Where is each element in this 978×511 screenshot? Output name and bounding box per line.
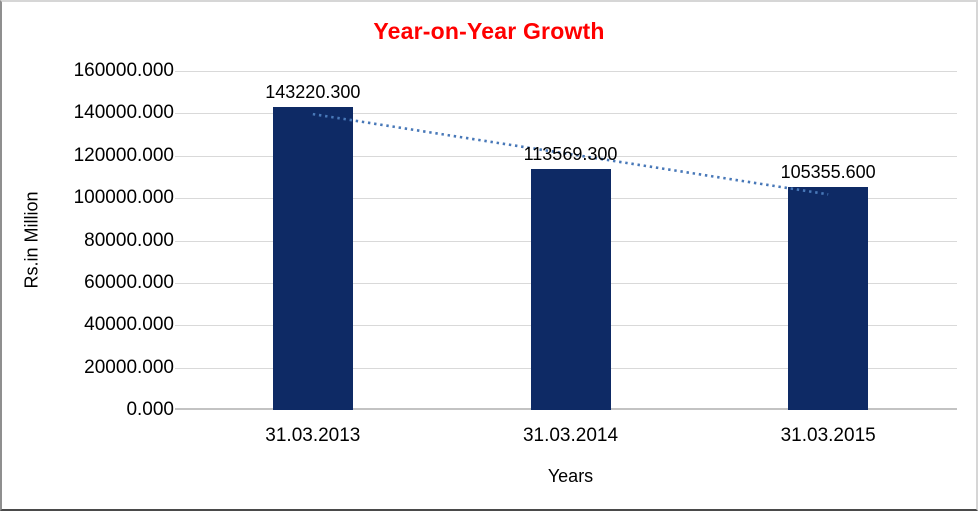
y-tick-label: 80000.000: [84, 229, 174, 251]
gridline: [175, 113, 957, 115]
chart-title: Year-on-Year Growth: [373, 18, 605, 44]
bar-31.03.2013: [272, 106, 353, 410]
y-tick-label: 100000.000: [73, 187, 174, 209]
bar-value-label: 113569.300: [523, 144, 618, 165]
y-tick-label: 160000.000: [73, 60, 174, 81]
y-tick-label: 140000.000: [73, 102, 174, 124]
trendline-layer: [312, 112, 829, 196]
bar-31.03.2015: [788, 186, 869, 410]
x-axis-tick-labels: 31.03.2013 31.03.2014 31.03.2015: [184, 425, 957, 451]
y-axis-tick-labels: 160000.000 140000.000 120000.000 100000.000…: [2, 2, 174, 509]
y-tick-label: 120000.000: [73, 144, 174, 166]
x-tick-label: 31.03.2014: [522, 425, 619, 446]
bar-value-label: 143220.300: [265, 81, 361, 102]
y-tick-label: 20000.000: [84, 356, 174, 378]
bar-value-label: 105355.600: [780, 161, 876, 182]
x-tick-label: 31.03.2015: [780, 425, 876, 446]
gridline: [175, 71, 957, 72]
y-tick-label: 60000.000: [84, 271, 174, 293]
gridline: [175, 155, 957, 157]
x-tick-label: 31.03.2013: [265, 425, 361, 446]
trendline: [312, 112, 829, 196]
y-tick-label: 40000.000: [84, 314, 174, 336]
bar-31.03.2014: [530, 169, 611, 410]
x-axis-title: Years: [547, 466, 594, 486]
plot-area: 143220.300 113569.300 105355.600: [175, 71, 957, 410]
y-tick-label: 0.000: [126, 399, 174, 420]
